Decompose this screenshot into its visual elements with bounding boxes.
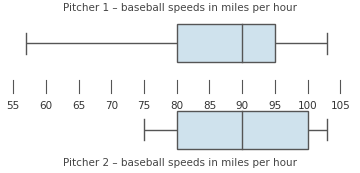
Text: 105: 105	[330, 101, 350, 111]
Bar	[177, 111, 308, 149]
Text: 70: 70	[105, 101, 118, 111]
Text: 95: 95	[268, 101, 282, 111]
Text: 85: 85	[203, 101, 216, 111]
Text: Pitcher 1 – baseball speeds in miles per hour: Pitcher 1 – baseball speeds in miles per…	[63, 3, 297, 13]
Text: Pitcher 2 – baseball speeds in miles per hour: Pitcher 2 – baseball speeds in miles per…	[63, 158, 297, 168]
Text: 65: 65	[72, 101, 85, 111]
Text: 80: 80	[170, 101, 183, 111]
Text: 100: 100	[298, 101, 318, 111]
Text: 75: 75	[138, 101, 150, 111]
Text: 90: 90	[235, 101, 249, 111]
Text: 55: 55	[6, 101, 20, 111]
Text: 60: 60	[39, 101, 53, 111]
Bar	[177, 24, 275, 62]
